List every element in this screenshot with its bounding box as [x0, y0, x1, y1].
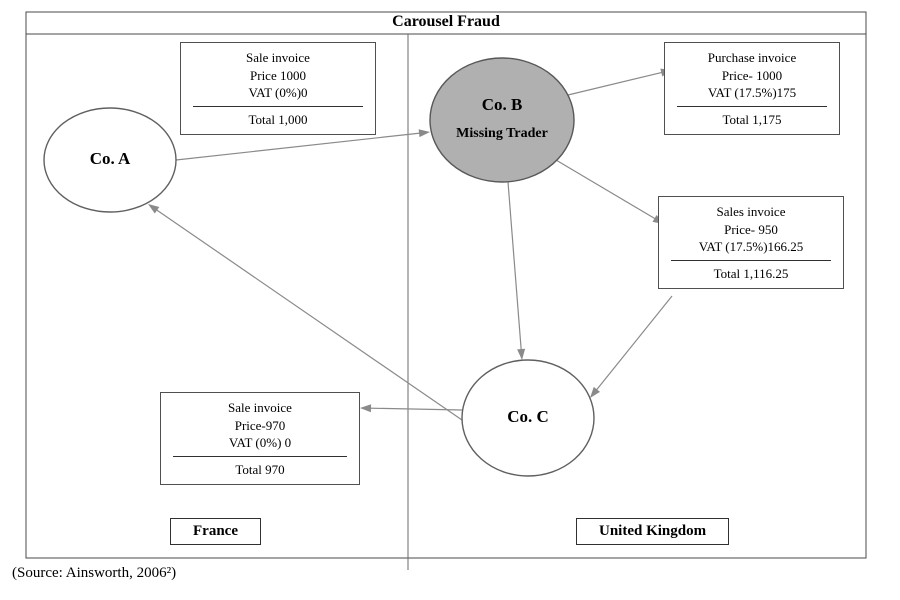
invoice-title: Sales invoice [671, 203, 831, 221]
invoice-b-sales: Sales invoicePrice- 950VAT (17.5%)166.25… [658, 196, 844, 289]
invoice-line: VAT (17.5%)166.25 [671, 238, 831, 256]
invoice-a-to-b: Sale invoicePrice 1000VAT (0%)0 Total 1,0… [180, 42, 376, 135]
invoice-line: VAT (0%)0 [193, 84, 363, 102]
invoice-title: Sale invoice [173, 399, 347, 417]
invoice-divider [173, 456, 347, 457]
invoice-line: Price- 1000 [677, 67, 827, 85]
diagram-title: Carousel Fraud [26, 12, 866, 34]
node-label-coB: Co. B [482, 95, 523, 114]
node-label-coA: Co. A [90, 149, 131, 168]
invoice-total: Total 1,000 [193, 111, 363, 129]
node-coB [430, 58, 574, 182]
invoice-line: Price 1000 [193, 67, 363, 85]
country-uk: United Kingdom [576, 518, 729, 545]
invoice-c-to-a: Sale invoicePrice-970VAT (0%) 0 Total 970 [160, 392, 360, 485]
invoice-divider [677, 106, 827, 107]
invoice-line: VAT (17.5%)175 [677, 84, 827, 102]
invoice-line: Price- 950 [671, 221, 831, 239]
invoice-line: Price-970 [173, 417, 347, 435]
invoice-total: Total 1,175 [677, 111, 827, 129]
country-france: France [170, 518, 261, 545]
node-sublabel-coB: Missing Trader [456, 126, 548, 141]
invoice-title: Purchase invoice [677, 49, 827, 67]
invoice-total: Total 970 [173, 461, 347, 479]
invoice-title: Sale invoice [193, 49, 363, 67]
invoice-divider [193, 106, 363, 107]
invoice-b-purchase: Purchase invoicePrice- 1000VAT (17.5%)17… [664, 42, 840, 135]
invoice-total: Total 1,116.25 [671, 265, 831, 283]
source-citation: (Source: Ainsworth, 2006²) [12, 565, 176, 582]
node-label-coC: Co. C [507, 407, 549, 426]
invoice-line: VAT (0%) 0 [173, 434, 347, 452]
invoice-divider [671, 260, 831, 261]
